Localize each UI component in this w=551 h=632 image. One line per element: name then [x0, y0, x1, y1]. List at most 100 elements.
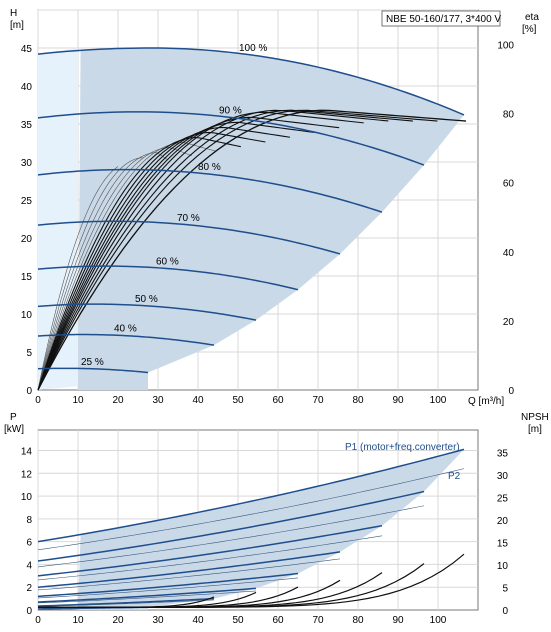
y-axis-unit-npsh: [m]	[528, 424, 542, 435]
qh-curves: 100 % 90 % 80 % 70 % 60 % 50 % 40 % 25 %	[37, 43, 465, 374]
y-tick-label-h: 30	[21, 158, 33, 169]
x-tick-label-bottom: 40	[192, 615, 204, 626]
x-tick-label-bottom: 80	[352, 615, 364, 626]
y-tick-label-npsh: 25	[497, 494, 509, 505]
eta-curve	[37, 116, 340, 391]
qh-curve	[37, 220, 341, 255]
x-tick-label-bottom: 60	[272, 615, 284, 626]
x-tick-label: 0	[35, 395, 41, 406]
y-tick-label-p: 0	[26, 606, 32, 617]
y-tick-label-h: 45	[21, 44, 33, 55]
x-tick-label: 100	[430, 395, 447, 406]
head-axes: 0 10 20 30 40 50 60 70 80 90 100 0 5 10 15 20 25 30 35 40 45…	[21, 41, 515, 406]
x-tick-label: 60	[272, 395, 284, 406]
p1-curve	[37, 524, 383, 577]
power-operating-region	[78, 449, 464, 610]
qh-curve-label: 100 %	[239, 43, 267, 54]
eta-curve	[37, 136, 241, 391]
eta-curve	[37, 166, 119, 391]
qh-curve-label: 70 %	[177, 213, 200, 224]
x-tick-label: 50	[232, 395, 244, 406]
eta-curve	[37, 121, 315, 391]
qh-curve	[37, 168, 383, 213]
qh-curve-label: 90 %	[219, 105, 242, 116]
y-tick-label-h: 40	[21, 82, 33, 93]
y-tick-label-p: 2	[26, 583, 32, 594]
x-tick-label: 10	[72, 395, 84, 406]
eta-curve	[37, 109, 389, 391]
p1-curve	[37, 597, 215, 607]
y-tick-label-eta: 0	[508, 386, 514, 397]
qh-curve-label: 40 %	[114, 324, 137, 335]
x-tick-label-bottom: 90	[392, 615, 404, 626]
p2-curve	[37, 577, 299, 599]
p1-curves	[37, 448, 465, 610]
y-tick-label-eta: 20	[503, 317, 515, 328]
eta-curve	[37, 111, 364, 391]
y-tick-label-p: 4	[26, 560, 32, 571]
p2-curve	[37, 558, 341, 591]
qh-curve	[37, 111, 425, 166]
y-axis-unit-eta: [%]	[522, 24, 537, 35]
x-tick-label: 70	[312, 395, 324, 406]
x-tick-label: 30	[152, 395, 164, 406]
y-tick-label-p: 12	[21, 469, 33, 480]
p2-curve	[37, 590, 257, 604]
qh-curve-label: 60 %	[156, 257, 179, 268]
x-tick-label-bottom: 100	[430, 615, 447, 626]
operating-region	[78, 48, 464, 390]
eta-curve	[37, 157, 143, 391]
y-tick-label-h: 15	[21, 272, 33, 283]
y-tick-label-npsh: 5	[502, 584, 508, 595]
p1-curve	[37, 572, 299, 598]
y-axis-label-h: H	[10, 8, 17, 19]
y-tick-label-p: 6	[26, 538, 32, 549]
p1-curve	[37, 448, 465, 543]
qh-curve-label: 25 %	[81, 357, 104, 368]
qh-curve	[37, 303, 257, 321]
x-tick-label-bottom: 20	[112, 615, 124, 626]
p2-curve	[37, 599, 215, 607]
x-tick-label-bottom: 30	[152, 615, 164, 626]
power-chart: 0 10 20 30 40 50 60 70 80 90 100 0 2 4 6 8 10 12 14 0 5 10 15 2…	[4, 412, 549, 626]
eta-curve	[37, 109, 438, 391]
y-tick-label-eta: 100	[497, 41, 514, 52]
npsh-curves	[38, 553, 465, 608]
x-tick-label-bottom: 0	[35, 615, 41, 626]
x-axis-label: Q [m³/h]	[468, 396, 504, 407]
p2-curve	[37, 505, 425, 568]
npsh-curve	[38, 596, 215, 608]
y-tick-label-npsh: 35	[497, 449, 509, 460]
p1-series-label: P1 (motor+freq.converter)	[345, 442, 460, 453]
qh-curve	[37, 367, 149, 374]
qh-curve	[37, 333, 215, 346]
y-axis-label-npsh: NPSH	[521, 412, 549, 423]
x-tick-label: 40	[192, 395, 204, 406]
y-tick-label-h: 0	[26, 386, 32, 397]
x-tick-label-bottom: 70	[312, 615, 324, 626]
eta-curve	[37, 109, 413, 391]
y-tick-label-npsh: 20	[497, 516, 509, 527]
y-tick-label-p: 14	[21, 447, 33, 458]
chart-title: NBE 50-160/177, 3*400 V	[386, 14, 501, 25]
title-box	[381, 10, 501, 27]
p2-curve	[37, 468, 465, 551]
y-tick-label-h: 25	[21, 196, 33, 207]
qh-curve-label: 80 %	[198, 162, 221, 173]
qh-curve	[37, 47, 465, 116]
y-tick-label-eta: 80	[503, 110, 515, 121]
eta-curve-full	[37, 109, 467, 391]
y-tick-label-h: 35	[21, 120, 33, 131]
power-axes: 0 10 20 30 40 50 60 70 80 90 100 0 2 4 6 8 10 12 14 0 5 10 15 2…	[21, 447, 509, 626]
eta-curves	[37, 109, 467, 391]
y-axis-unit-p: [kW]	[4, 424, 24, 435]
p2-series-label: P2	[448, 471, 461, 482]
x-tick-label: 20	[112, 395, 124, 406]
y-tick-label-p: 10	[21, 492, 33, 503]
p2-curve	[37, 535, 383, 581]
power-operating-region	[78, 449, 464, 610]
p1-curve	[37, 490, 425, 562]
y-tick-label-npsh: 30	[497, 471, 509, 482]
